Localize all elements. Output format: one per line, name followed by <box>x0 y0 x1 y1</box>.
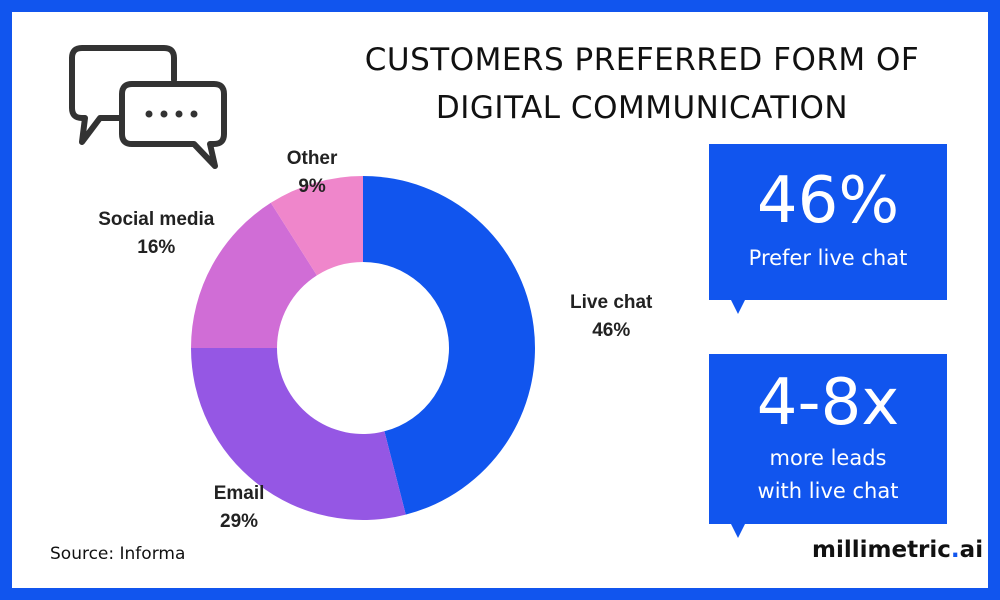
brand-dot: . <box>950 537 960 563</box>
slice-value: 16% <box>137 237 176 259</box>
slice-name: Social media <box>98 209 215 231</box>
chart-title: CUSTOMERS PREFERRED FORM OF DIGITAL COMM… <box>312 36 972 132</box>
callout-leads-multiplier: 4-8x more leads with live chat <box>709 354 947 538</box>
callout-pointer <box>731 300 745 314</box>
donut-slice-email <box>191 348 406 520</box>
brand-suffix: ai <box>959 537 984 563</box>
slice-name: Email <box>213 482 265 504</box>
slice-name: Live chat <box>570 291 653 313</box>
donut-chart <box>191 176 536 520</box>
source-note: Source: Informa <box>50 544 186 564</box>
donut-slice-social-media <box>191 202 317 348</box>
brand-name: millimetric <box>812 537 951 563</box>
callout-big-number: 46% <box>756 164 900 238</box>
slice-name: Other <box>286 148 338 170</box>
slice-value: 9% <box>298 176 326 198</box>
callout-text: Prefer live chat <box>748 246 908 270</box>
slice-value: 46% <box>592 319 631 341</box>
slice-label-live-chat: Live chat 46% <box>570 289 652 345</box>
donut-slice-live-chat <box>363 176 536 515</box>
callout-text-line-1: more leads <box>769 446 887 470</box>
slice-label-other: Other 9% <box>287 145 338 201</box>
slice-label-social-media: Social media 16% <box>98 206 214 262</box>
slice-value: 29% <box>220 510 259 532</box>
brand-logo: millimetric.ai <box>812 537 983 563</box>
donut-slice-other <box>270 176 363 276</box>
title-line-1: CUSTOMERS PREFERRED FORM OF <box>364 42 920 78</box>
callout-pointer <box>731 524 745 538</box>
chat-bubbles-icon <box>69 45 227 169</box>
title-line-2: DIGITAL COMMUNICATION <box>435 90 849 126</box>
slice-label-email: Email 29% <box>214 480 265 536</box>
callout-live-chat-share: 46% Prefer live chat <box>709 144 947 314</box>
callout-text-line-2: with live chat <box>757 479 899 503</box>
callout-big-number: 4-8x <box>756 366 900 440</box>
